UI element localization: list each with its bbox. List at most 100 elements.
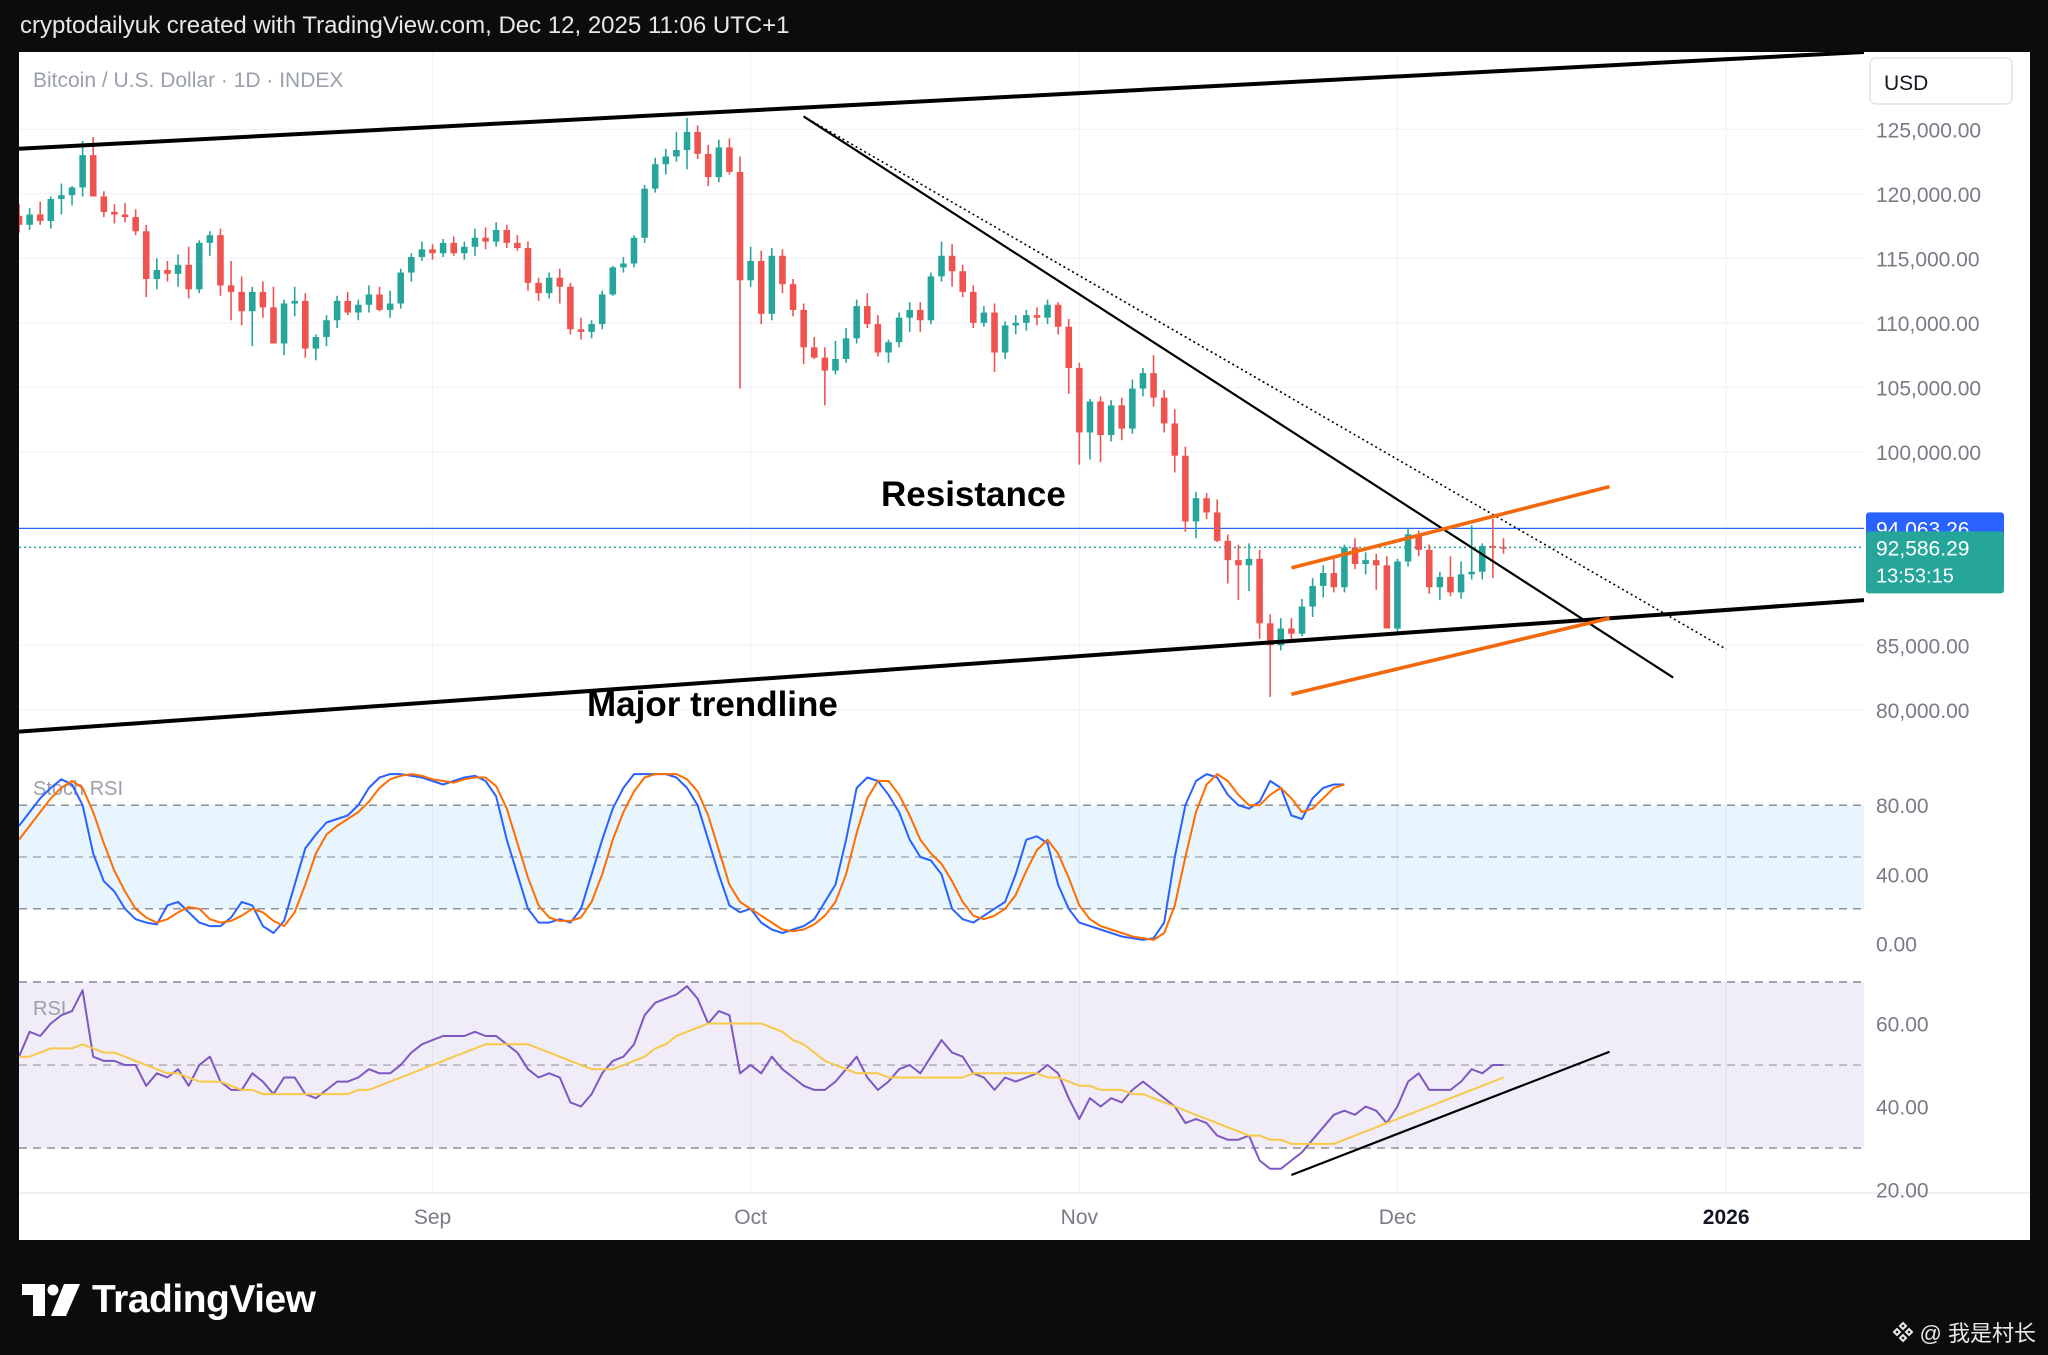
candle-92: [991, 303, 998, 372]
candle-body: [704, 153, 712, 178]
candle-body: [821, 357, 829, 371]
candle-138: [1478, 543, 1486, 580]
candle-63: [683, 117, 691, 170]
candle-73: [789, 278, 797, 317]
candle-body: [68, 187, 76, 196]
candle-130: [1394, 558, 1401, 635]
symbol-label: Bitcoin / U.S. Dollar · 1D · INDEX: [33, 69, 343, 92]
currency-label: USD: [1884, 72, 1928, 95]
candle-body: [1425, 549, 1433, 588]
time-axis-label: Nov: [1061, 1206, 1099, 1229]
candle-27: [302, 293, 309, 358]
candle-body: [1065, 326, 1073, 368]
candle-21: [238, 276, 245, 326]
candle-18: [206, 231, 214, 256]
candle-body: [471, 237, 479, 247]
candle-body: [1001, 325, 1009, 353]
candle-134: [1436, 571, 1444, 601]
candle-body: [800, 309, 807, 348]
candle-body: [1203, 498, 1210, 513]
candle-body: [620, 263, 627, 268]
rsi-trendline: [1291, 1050, 1610, 1177]
candle-body: [1171, 423, 1179, 456]
candle-48: [524, 241, 532, 291]
candle-6: [79, 140, 86, 197]
candle-body: [1330, 573, 1338, 588]
attribution-bar: cryptodailyuk created with TradingView.c…: [0, 0, 2048, 52]
candle-8: [100, 191, 108, 218]
tradingview-logo[interactable]: TradingView: [22, 1278, 316, 1322]
candle-86: [927, 272, 935, 325]
currency-selector-box: [1869, 57, 2013, 105]
candle-51: [556, 268, 564, 304]
candle-99: [1065, 318, 1073, 394]
tradingview-logo-text: TradingView: [92, 1278, 316, 1321]
candle-body: [917, 309, 924, 321]
candle-body: [863, 306, 871, 325]
candle-body: [948, 255, 956, 272]
candle-body: [323, 320, 330, 338]
candle-body: [545, 277, 553, 294]
candle-98: [1054, 302, 1062, 335]
last-price-badge-bg: [1866, 531, 2004, 594]
candle-56: [609, 266, 617, 296]
candle-139: [1489, 518, 1497, 579]
time-axis-label: Dec: [1379, 1206, 1416, 1229]
candle-14: [164, 260, 171, 282]
candle-122: [1309, 578, 1316, 617]
chart-panel[interactable]: Bitcoin / U.S. Dollar · 1D · INDEX Resist…: [19, 52, 2030, 1240]
candle-body: [270, 307, 277, 344]
candle-body: [408, 257, 415, 273]
price-tick-label: 110,000.00: [1876, 313, 1980, 336]
candle-23: [259, 281, 267, 318]
candle-body: [991, 312, 998, 353]
rsi-pane-series-rsi: [19, 985, 1504, 1170]
candle-body: [1436, 576, 1444, 588]
candle-body: [789, 284, 797, 310]
candle-body: [217, 235, 224, 286]
candle-66: [715, 139, 723, 183]
candle-95: [1023, 309, 1030, 331]
candle-68: [736, 156, 744, 389]
candle-body: [609, 267, 617, 295]
stoch-rsi-pane-tick-label: 80.00: [1876, 795, 1929, 818]
candle-body: [736, 171, 744, 281]
price-tick-label: 105,000.00: [1876, 377, 1981, 400]
tradingview-logo-icon: [22, 1284, 80, 1316]
candle-85: [917, 302, 924, 332]
time-axis-label: Sep: [414, 1206, 451, 1229]
candle-body: [556, 277, 564, 287]
candle-59: [641, 184, 648, 243]
price-scale-area: [1864, 52, 2030, 1240]
candle-body: [397, 272, 405, 304]
candle-126: [1351, 538, 1359, 570]
candle-17: [195, 240, 203, 294]
candle-62: [673, 131, 680, 162]
candle-124: [1330, 558, 1338, 593]
candle-53: [577, 317, 585, 340]
candle-body: [895, 317, 903, 343]
chart-canvas[interactable]: Bitcoin / U.S. Dollar · 1D · INDEX Resist…: [19, 52, 2030, 1240]
candle-body: [651, 164, 659, 189]
candle-140: [1500, 538, 1507, 554]
candle-body: [779, 255, 786, 285]
stoch-rsi-pane-series-k: [19, 773, 1345, 941]
candle-52: [567, 282, 574, 335]
candle-54: [588, 320, 595, 339]
candle-70: [757, 250, 765, 325]
candle-89: [959, 264, 966, 298]
candle-16: [185, 246, 192, 299]
candle-body: [598, 294, 606, 325]
candle-69: [747, 246, 754, 287]
candle-102: [1097, 396, 1104, 463]
candle-47: [514, 235, 521, 251]
candle-25: [280, 299, 288, 356]
candle-body: [1394, 561, 1401, 629]
candle-116: [1245, 543, 1253, 592]
candle-108: [1160, 389, 1168, 433]
candle-body: [726, 147, 733, 172]
candle-40: [439, 239, 447, 258]
candle-45: [492, 222, 500, 247]
candle-body: [694, 131, 701, 154]
currency-selector[interactable]: USD: [1869, 57, 2013, 105]
